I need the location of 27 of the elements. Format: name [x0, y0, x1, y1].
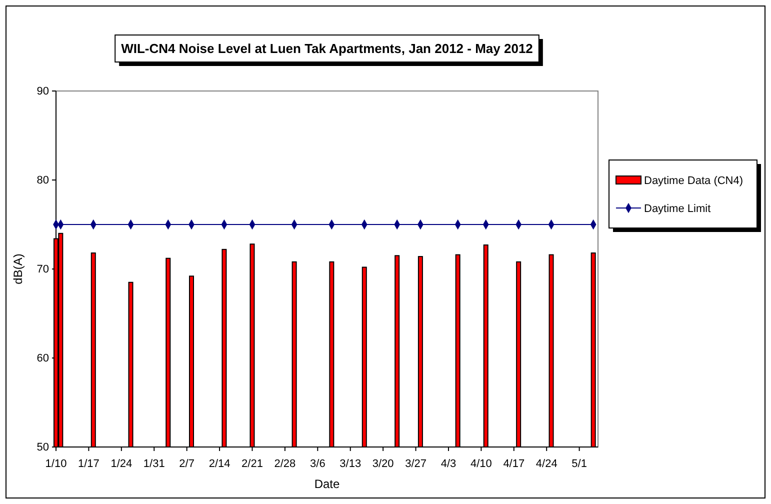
x-tick-label: 4/10 [470, 458, 492, 470]
x-tick-label: 1/24 [110, 458, 132, 470]
x-tick-label: 1/17 [78, 458, 100, 470]
y-tick-label: 70 [36, 264, 49, 276]
x-tick-label: 3/27 [405, 458, 426, 470]
x-tick-label: 5/1 [572, 458, 587, 470]
legend-label: Daytime Limit [644, 203, 711, 215]
x-tick-label: 1/10 [45, 458, 67, 470]
y-tick-label: 60 [36, 352, 49, 365]
x-tick-label: 4/17 [503, 458, 525, 470]
y-axis-title: dB(A) [11, 254, 25, 284]
x-tick-label: 3/6 [310, 458, 326, 470]
x-tick-label: 4/3 [440, 458, 456, 470]
x-tick-label: 2/7 [179, 458, 194, 470]
x-tick-label: 2/28 [274, 458, 296, 470]
x-tick-label: 3/20 [372, 458, 394, 470]
legend-label: Daytime Data (CN4) [644, 175, 744, 187]
x-tick-label: 4/24 [536, 458, 558, 470]
x-tick-label: 1/31 [143, 458, 165, 470]
x-tick-label: 2/14 [208, 458, 230, 470]
x-tick-label: 2/21 [242, 458, 263, 470]
x-tick-label: 3/13 [340, 458, 362, 470]
y-tick-label: 50 [36, 442, 49, 454]
x-axis-title: Date [314, 477, 340, 491]
y-tick-label: 80 [36, 174, 49, 187]
chart-title: WIL-CN4 Noise Level at Luen Tak Apartments, Jan 2012 - May 2012 [121, 41, 533, 56]
y-tick-label: 90 [36, 86, 49, 98]
